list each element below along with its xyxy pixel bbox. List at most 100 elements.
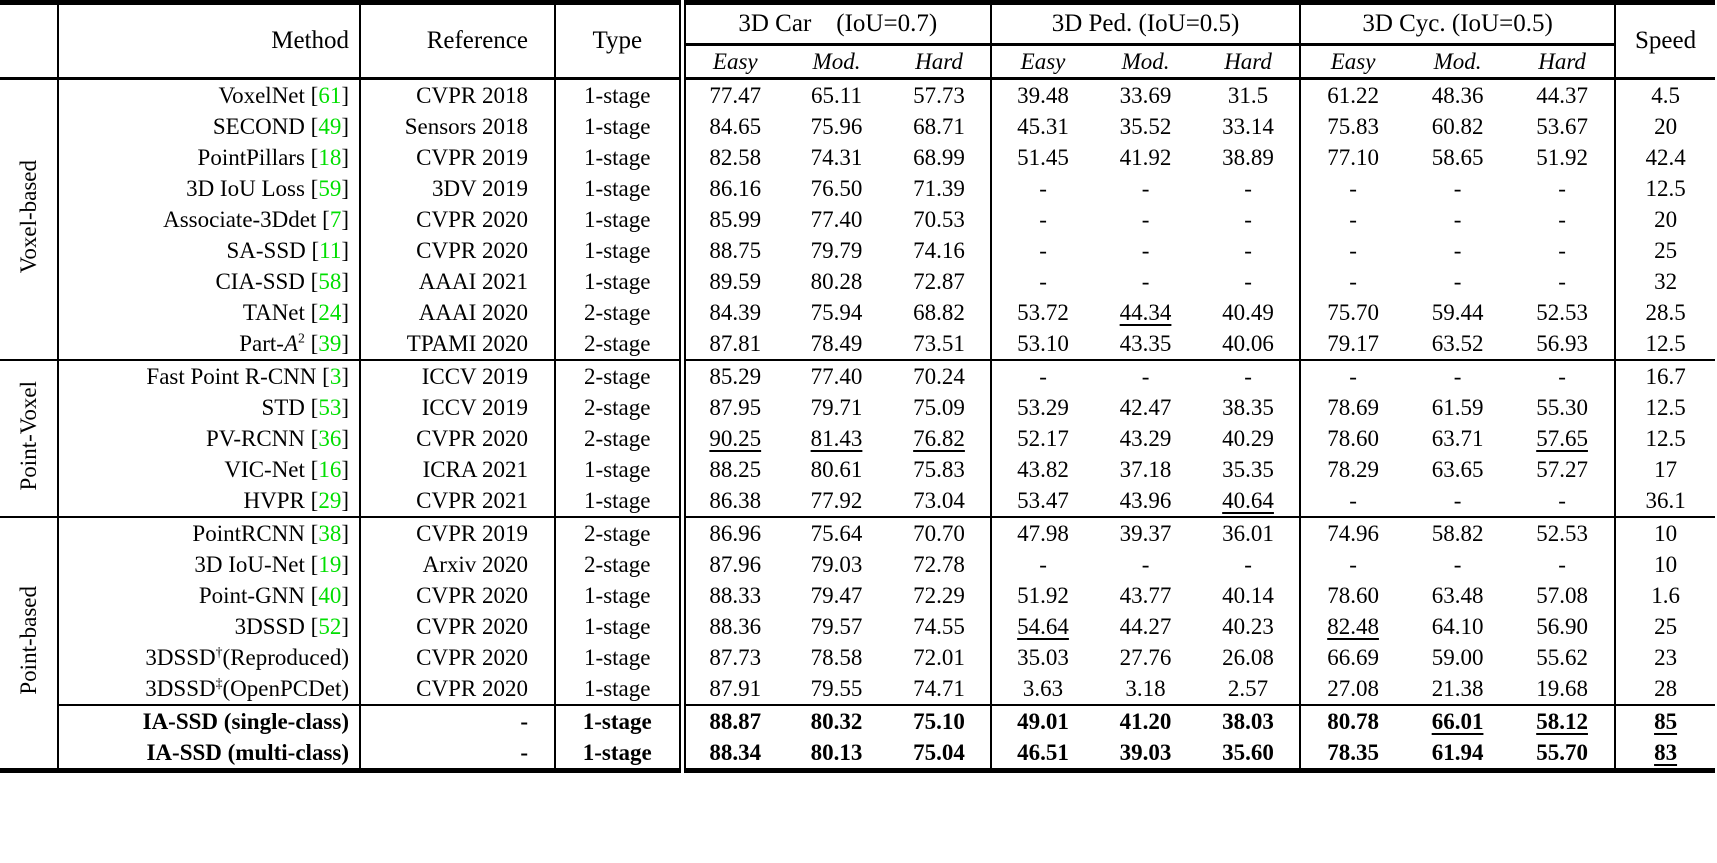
value-cell: 75.94 — [810, 299, 863, 325]
value-cell: 37.18 — [1119, 456, 1172, 482]
citation-link[interactable]: 24 — [318, 299, 342, 325]
column-group-3d-ped: 3D Ped. (IoU=0.5) — [990, 2, 1301, 46]
value-cell: 51.92 — [1017, 582, 1069, 608]
reference-cell: CVPR 2020 — [360, 673, 556, 705]
method-cell: SECOND [49] — [58, 111, 361, 142]
speed-cell: 12.5 — [1645, 394, 1686, 420]
citation-link[interactable]: 16 — [318, 456, 342, 482]
value-cell: 80.32 — [785, 704, 888, 737]
citation-link[interactable]: 11 — [319, 237, 342, 263]
speed-cell: 28 — [1654, 675, 1678, 701]
value-cell: 26.08 — [1197, 642, 1302, 673]
citation-link[interactable]: 7 — [329, 206, 342, 232]
value-cell: 53.10 — [1017, 330, 1069, 356]
value-cell: - — [1141, 551, 1150, 577]
citation-link[interactable]: 3 — [329, 363, 342, 389]
value-cell: 40.64 — [1197, 485, 1302, 517]
corner-cell — [0, 2, 59, 80]
value-cell: 74.96 — [1300, 516, 1406, 549]
value-cell: 81.43 — [810, 425, 863, 451]
reference-cell: CVPR 2021 — [360, 485, 556, 517]
citation-link[interactable]: 18 — [318, 144, 342, 170]
value-cell: - — [1141, 237, 1150, 263]
value-cell: 44.37 — [1510, 77, 1617, 111]
value-cell: 75.10 — [888, 704, 993, 737]
value-cell: 70.24 — [888, 359, 993, 392]
method-cell: VIC-Net [16] — [58, 454, 361, 485]
value-cell: 61.59 — [1431, 394, 1484, 420]
table-row: SA-SSD [11] CVPR 2020 1-stage 88.75 79.79 74.… — [0, 235, 1715, 266]
value-cell: 35.35 — [1197, 454, 1302, 485]
citation-link[interactable]: 58 — [318, 268, 342, 294]
speed-cell: 10 — [1615, 516, 1716, 549]
value-cell: - — [1349, 551, 1357, 577]
type-cell: 1-stage — [584, 268, 651, 294]
value-cell: 19.68 — [1510, 673, 1617, 705]
value-cell: 48.36 — [1405, 77, 1511, 111]
citation-link[interactable]: 49 — [318, 113, 342, 139]
value-cell: 63.48 — [1431, 582, 1484, 608]
subheader-ped-mod: Mod. — [1094, 44, 1198, 80]
value-cell: 54.64 — [1017, 613, 1069, 639]
method-cell: STD [53] — [58, 392, 361, 423]
value-cell: 53.67 — [1510, 111, 1617, 142]
citation-link[interactable]: 29 — [318, 487, 342, 513]
citation-link[interactable]: 38 — [318, 520, 342, 546]
value-cell: 51.92 — [1510, 142, 1617, 173]
citation-link[interactable]: 53 — [318, 394, 342, 420]
citation-link[interactable]: 36 — [318, 425, 342, 451]
value-cell: 70.70 — [888, 516, 993, 549]
value-cell: 72.78 — [888, 549, 993, 580]
reference-cell: CVPR 2020 — [360, 235, 556, 266]
value-cell: 49.01 — [991, 704, 1095, 737]
table-row: PointPillars [18] CVPR 2019 1-stage 82.58 74… — [0, 142, 1715, 173]
subheader-cyc-easy: Easy — [1300, 44, 1406, 80]
value-cell: - — [1039, 551, 1047, 577]
type-cell: 1-stage — [584, 456, 651, 482]
value-cell: - — [1510, 485, 1617, 517]
reference-cell: - — [360, 704, 556, 737]
value-cell: 80.13 — [810, 739, 863, 765]
subheader-car-easy: Easy — [678, 44, 785, 80]
reference-cell: CVPR 2020 — [360, 611, 556, 642]
value-cell: 74.16 — [888, 235, 993, 266]
value-cell: 79.71 — [810, 394, 863, 420]
value-cell: - — [1094, 359, 1198, 392]
speed-cell: 42.4 — [1645, 144, 1686, 170]
table-row: 3D IoU-Net [19] Arxiv 2020 2-stage 87.96 79.… — [0, 549, 1715, 580]
subheader-cyc-mod: Mod. — [1405, 44, 1511, 80]
value-cell: - — [1453, 268, 1462, 294]
value-cell: 79.17 — [1327, 330, 1379, 356]
value-cell: 90.25 — [678, 423, 785, 454]
value-cell: 59.00 — [1431, 644, 1484, 670]
value-cell: 57.73 — [888, 77, 993, 111]
citation-link[interactable]: 59 — [318, 175, 342, 201]
value-cell: 3.63 — [1022, 675, 1064, 701]
value-cell: 80.28 — [810, 268, 863, 294]
speed-cell: 12.5 — [1645, 330, 1686, 356]
value-cell: 35.52 — [1119, 113, 1172, 139]
value-cell: 70.53 — [888, 204, 993, 235]
row-group-label-text: Voxel-based — [16, 160, 41, 274]
citation-link[interactable]: 40 — [318, 582, 342, 608]
speed-cell: 32 — [1654, 268, 1678, 294]
value-cell: 60.82 — [1431, 113, 1484, 139]
citation-link[interactable]: 19 — [318, 551, 342, 577]
subheader-car-hard: Hard — [888, 44, 993, 80]
value-cell: 63.65 — [1431, 456, 1484, 482]
reference-cell: AAAI 2020 — [360, 297, 556, 328]
speed-cell: 23 — [1654, 644, 1678, 670]
citation-link[interactable]: 61 — [318, 82, 342, 108]
value-cell: 55.70 — [1510, 737, 1617, 771]
value-cell: 74.55 — [888, 611, 993, 642]
value-cell: 78.58 — [810, 644, 863, 670]
value-cell: 46.51 — [1017, 739, 1069, 765]
reference-cell: CVPR 2020 — [360, 204, 556, 235]
citation-link[interactable]: 52 — [318, 613, 342, 639]
column-group-3d-cyc: 3D Cyc. (IoU=0.5) — [1299, 2, 1617, 46]
citation-link[interactable]: 39 — [318, 330, 342, 356]
value-cell: 40.29 — [1197, 423, 1302, 454]
type-cell: 1-stage — [584, 237, 651, 263]
value-cell: 53.47 — [1017, 487, 1069, 513]
value-cell: 65.11 — [785, 77, 888, 111]
